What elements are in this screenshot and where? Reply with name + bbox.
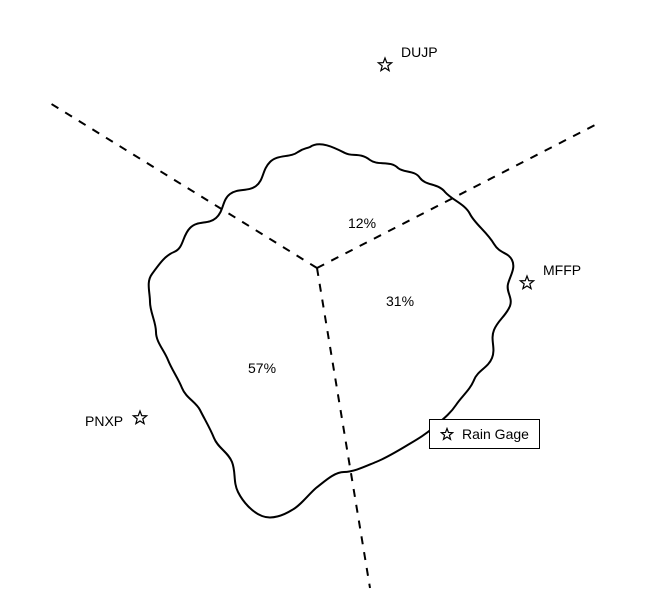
- station-label-mffp: MFFP: [543, 262, 581, 278]
- thiessen-diagram: [0, 0, 650, 597]
- station-star-mffp: [520, 276, 533, 289]
- station-star-pnxp: [133, 411, 146, 424]
- thiessen-line-2: [317, 268, 370, 588]
- thiessen-line-1: [317, 125, 595, 268]
- station-star-dujp: [378, 58, 391, 71]
- thiessen-line-0: [45, 100, 317, 268]
- region-label-1: 31%: [386, 293, 414, 309]
- region-label-0: 12%: [348, 215, 376, 231]
- region-label-2: 57%: [248, 360, 276, 376]
- star-icon: [440, 427, 454, 441]
- station-label-dujp: DUJP: [401, 44, 438, 60]
- station-label-pnxp: PNXP: [85, 413, 123, 429]
- legend: Rain Gage: [429, 419, 540, 449]
- watershed-boundary: [149, 144, 514, 517]
- legend-label: Rain Gage: [462, 426, 529, 442]
